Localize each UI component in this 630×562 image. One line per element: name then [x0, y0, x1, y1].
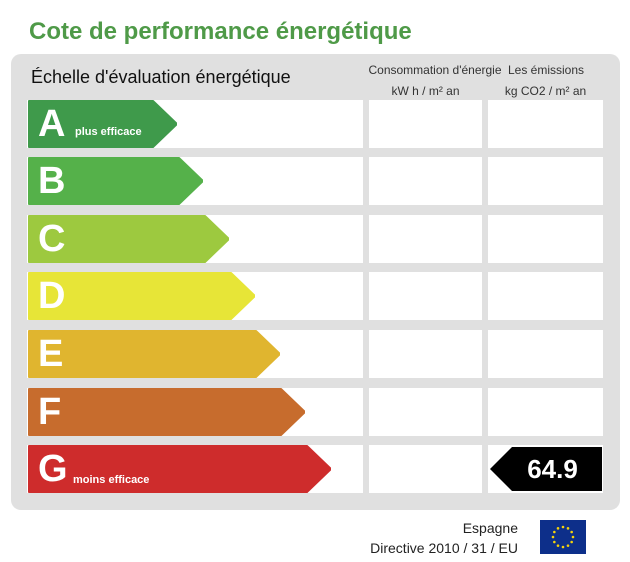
consumption-cell: [369, 157, 482, 205]
page-title: Cote de performance énergétique: [29, 18, 412, 45]
rating-arrow-c: C: [27, 215, 229, 263]
rating-letter: G: [38, 448, 68, 490]
emissions-unit: kg CO2 / m² an: [504, 84, 587, 98]
flag-star: [570, 540, 573, 544]
emissions-header: Les émissions: [507, 63, 585, 77]
eu-flag-icon: [540, 520, 586, 554]
consumption-cell: [369, 445, 482, 493]
scale-label: Échelle d'évaluation énergétique: [31, 67, 291, 87]
rating-note: plus efficace: [75, 126, 142, 138]
emissions-value: 64.9: [527, 454, 578, 484]
consumption-cell: [369, 100, 482, 148]
consumption-cell: [369, 272, 482, 320]
rating-row-b: B: [27, 157, 603, 205]
flag-star: [566, 544, 570, 547]
rating-letter: C: [38, 218, 66, 260]
flag-star: [566, 527, 570, 530]
emissions-cell: [488, 388, 603, 436]
emissions-cell: [488, 157, 603, 205]
rating-letter: B: [38, 160, 66, 202]
rating-row-f: F: [27, 388, 603, 436]
rating-arrow-e: E: [27, 330, 280, 378]
flag-star: [556, 527, 560, 530]
consumption-header: Consommation d'énergie: [368, 63, 502, 77]
rating-arrow-b: B: [27, 157, 203, 205]
flag-star: [553, 540, 556, 544]
rating-letter: F: [38, 391, 62, 433]
rating-letter: A: [38, 103, 66, 145]
rating-row-d: D: [27, 272, 603, 320]
emissions-cell: [488, 100, 603, 148]
rating-arrow-f: F: [27, 388, 305, 436]
country-label: Espagne: [462, 520, 518, 536]
flag-star: [561, 525, 565, 529]
rating-letter: E: [38, 333, 64, 375]
flag-star: [570, 530, 573, 534]
directive-label: Directive 2010 / 31 / EU: [370, 540, 518, 556]
consumption-cell: [369, 330, 482, 378]
flag-star: [561, 545, 565, 549]
emissions-value-marker: [490, 447, 602, 496]
flag-star: [553, 530, 556, 534]
rating-row-e: E: [27, 330, 603, 378]
flag-star: [551, 535, 555, 539]
consumption-cell: [369, 388, 482, 436]
rating-row-c: C: [27, 215, 603, 263]
flag-star: [571, 535, 575, 539]
flag-star: [556, 544, 560, 547]
emissions-cell: [488, 330, 603, 378]
consumption-unit: kW h / m² an: [391, 84, 460, 98]
rating-note: moins efficace: [73, 474, 150, 486]
rating-letter: D: [38, 275, 66, 317]
consumption-cell: [369, 215, 482, 263]
rating-arrow-d: D: [27, 272, 255, 320]
emissions-cell: [488, 272, 603, 320]
emissions-cell: [488, 215, 603, 263]
